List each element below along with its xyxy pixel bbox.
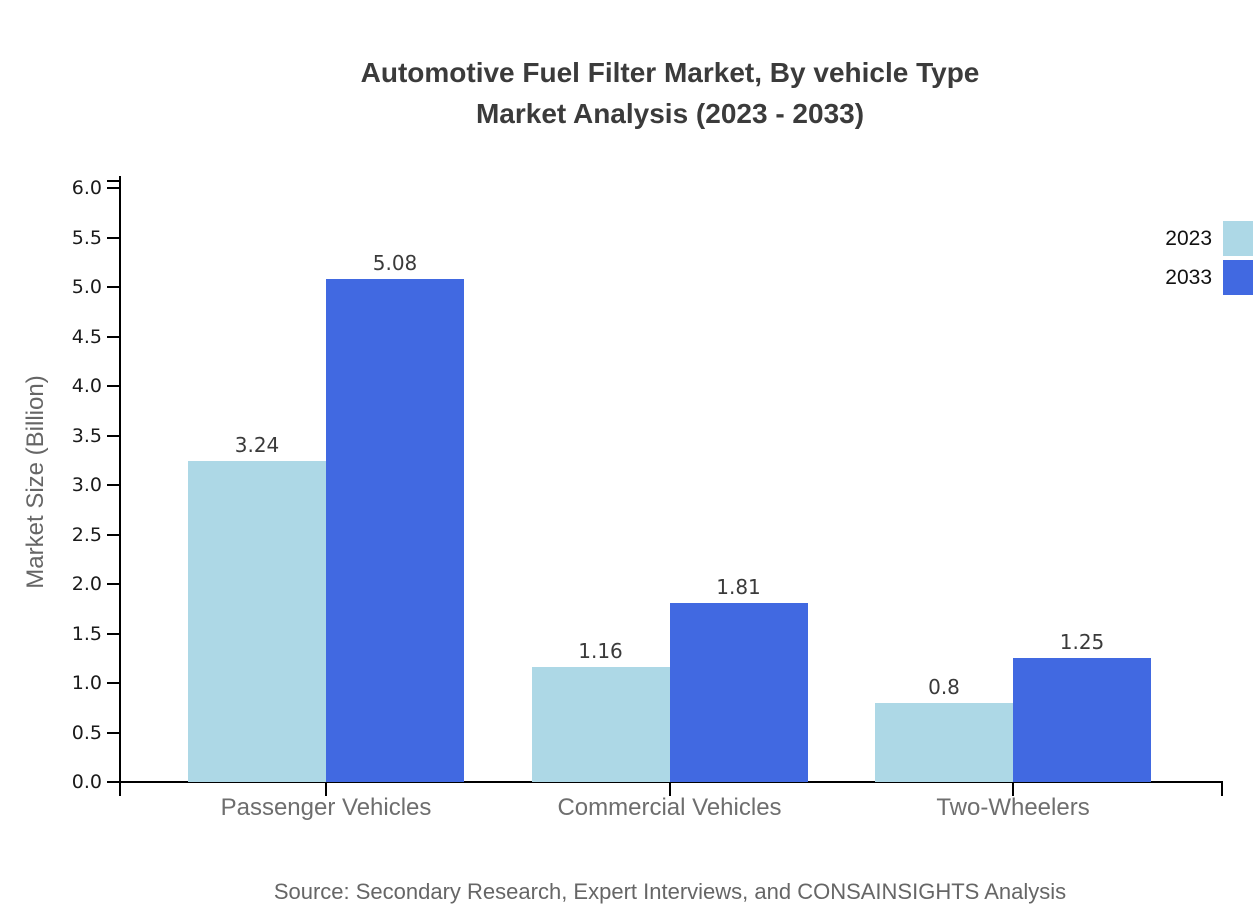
y-axis-line [119,176,121,783]
y-tick [107,335,120,338]
bar-value-label: 3.24 [234,433,280,457]
y-tick-label: 1.0 [71,672,102,694]
legend-item-2023: 2023 [1100,221,1253,256]
bar-2023-1 [531,667,670,782]
bar-2033-2 [1013,658,1151,782]
legend-label-2023: 2023 [1165,227,1212,250]
y-tick-label: 4.5 [71,325,102,348]
bar-value-label: 1.16 [578,639,623,663]
chart-title: Automotive Fuel Filter Market, By vehicl… [80,52,1260,134]
y-tick-label: 1.5 [71,622,102,645]
y-tick-label: 3.0 [71,474,102,496]
x-axis-end-tick-1 [1221,782,1223,796]
y-tick-label: 0.0 [71,771,102,793]
y-tick [107,236,120,239]
y-tick [107,583,120,585]
y-tick [107,484,120,486]
y-tick-label: 0.5 [71,721,102,744]
bar-2023-0 [188,461,326,782]
legend-swatch-2023 [1223,221,1253,256]
category-label: Passenger Vehicles [220,794,432,821]
y-tick [107,632,120,635]
bar-value-label: 5.08 [372,251,418,275]
chart-title-line1: Automotive Fuel Filter Market, By vehicl… [360,57,980,88]
x-tick [668,782,671,796]
y-tick [107,434,120,437]
y-axis-top-cap-tick [107,180,120,182]
bar-2023-2 [875,703,1013,782]
legend-item-2033: 2033 [1100,260,1253,295]
x-tick [325,782,327,796]
legend-label-2033: 2033 [1165,266,1212,289]
bar-2033-1 [669,603,808,782]
category-label: Two-Wheelers [936,794,1090,821]
y-tick-label: 2.0 [71,573,102,595]
y-tick-label: 3.5 [71,424,102,447]
y-tick [107,286,120,288]
y-tick [107,731,120,734]
source-note: Source: Secondary Research, Expert Inter… [273,879,1067,904]
x-axis-end-tick-0 [119,782,121,796]
y-tick-label: 5.5 [71,226,102,249]
category-label: Commercial Vehicles [557,794,782,821]
y-tick-label: 6.0 [71,177,102,199]
bar-value-label: 1.25 [1059,630,1105,654]
y-tick-label: 5.0 [71,276,102,298]
y-tick-label: 4.0 [71,375,102,397]
y-tick [107,682,120,684]
x-tick [1012,782,1014,796]
y-tick [107,533,120,536]
bar-2033-0 [326,279,464,782]
y-tick [107,781,120,783]
legend-swatch-2033 [1223,260,1253,295]
y-tick-label: 2.5 [71,523,102,546]
y-tick [107,385,120,387]
y-tick [107,187,120,189]
x-axis-line [119,781,1223,783]
bar-value-label: 0.8 [928,675,960,699]
bar-value-label: 1.81 [716,575,761,599]
chart-title-line2: Market Analysis (2023 - 2033) [475,98,865,129]
